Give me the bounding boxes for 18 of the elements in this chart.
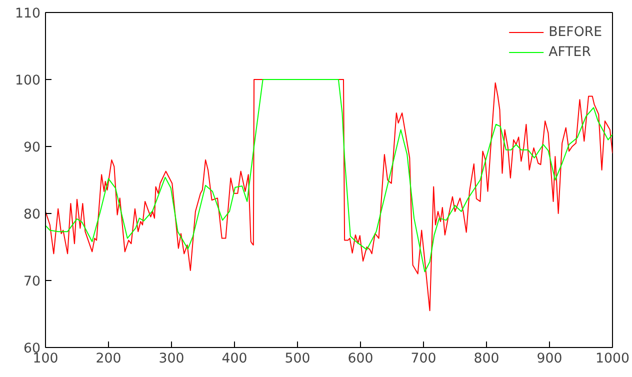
y-tick-label: 110: [15, 6, 41, 22]
x-tick-label: 700: [410, 352, 436, 366]
y-tick-label: 100: [15, 74, 41, 88]
x-tick-label: 800: [474, 352, 500, 366]
x-tick-label: 300: [158, 352, 184, 366]
x-tick-label: 900: [536, 352, 562, 366]
line-series: [46, 79, 612, 312]
x-tick-label: 200: [96, 352, 122, 366]
x-tick-label: 500: [284, 352, 310, 366]
y-tick-label: 80: [24, 208, 41, 222]
line-series: [46, 79, 612, 272]
y-tick-label: 90: [24, 140, 41, 156]
legend-label: BEFORE: [548, 24, 602, 40]
x-tick-label: 400: [222, 352, 248, 366]
legend-label: AFTER: [548, 44, 591, 60]
x-tick-label: 600: [348, 352, 374, 366]
y-tick-label: 70: [24, 274, 41, 290]
x-tick-label: 1000: [596, 352, 630, 366]
